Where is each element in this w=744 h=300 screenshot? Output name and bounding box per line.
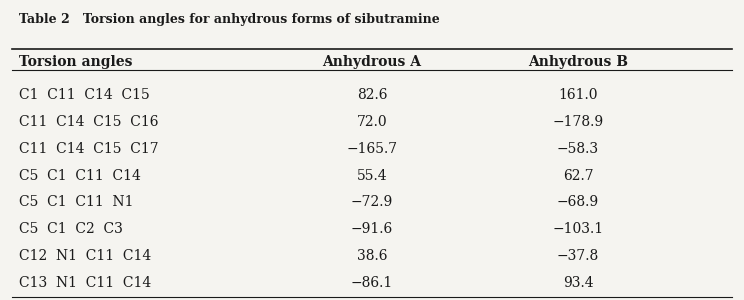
Text: −91.6: −91.6 — [351, 222, 393, 236]
Text: 72.0: 72.0 — [356, 115, 388, 129]
Text: C5  C1  C2  C3: C5 C1 C2 C3 — [19, 222, 123, 236]
Text: −103.1: −103.1 — [553, 222, 603, 236]
Text: −178.9: −178.9 — [553, 115, 603, 129]
Text: Table 2   Torsion angles for anhydrous forms of sibutramine: Table 2 Torsion angles for anhydrous for… — [19, 13, 440, 26]
Text: 55.4: 55.4 — [356, 169, 388, 183]
Text: 161.0: 161.0 — [558, 88, 597, 102]
Text: Anhydrous A: Anhydrous A — [322, 56, 422, 70]
Text: −86.1: −86.1 — [351, 276, 393, 290]
Text: −68.9: −68.9 — [557, 196, 599, 209]
Text: C5  C1  C11  N1: C5 C1 C11 N1 — [19, 196, 133, 209]
Text: 93.4: 93.4 — [562, 276, 593, 290]
Text: C12  N1  C11  C14: C12 N1 C11 C14 — [19, 249, 151, 263]
Text: 38.6: 38.6 — [357, 249, 387, 263]
Text: −58.3: −58.3 — [557, 142, 599, 156]
Text: −37.8: −37.8 — [557, 249, 599, 263]
Text: −165.7: −165.7 — [347, 142, 397, 156]
Text: Torsion angles: Torsion angles — [19, 56, 132, 70]
Text: C13  N1  C11  C14: C13 N1 C11 C14 — [19, 276, 151, 290]
Text: C5  C1  C11  C14: C5 C1 C11 C14 — [19, 169, 141, 183]
Text: C1  C11  C14  C15: C1 C11 C14 C15 — [19, 88, 150, 102]
Text: C11  C14  C15  C16: C11 C14 C15 C16 — [19, 115, 158, 129]
Text: −72.9: −72.9 — [351, 196, 393, 209]
Text: Anhydrous B: Anhydrous B — [528, 56, 628, 70]
Text: 62.7: 62.7 — [562, 169, 593, 183]
Text: 82.6: 82.6 — [357, 88, 387, 102]
Text: C11  C14  C15  C17: C11 C14 C15 C17 — [19, 142, 158, 156]
